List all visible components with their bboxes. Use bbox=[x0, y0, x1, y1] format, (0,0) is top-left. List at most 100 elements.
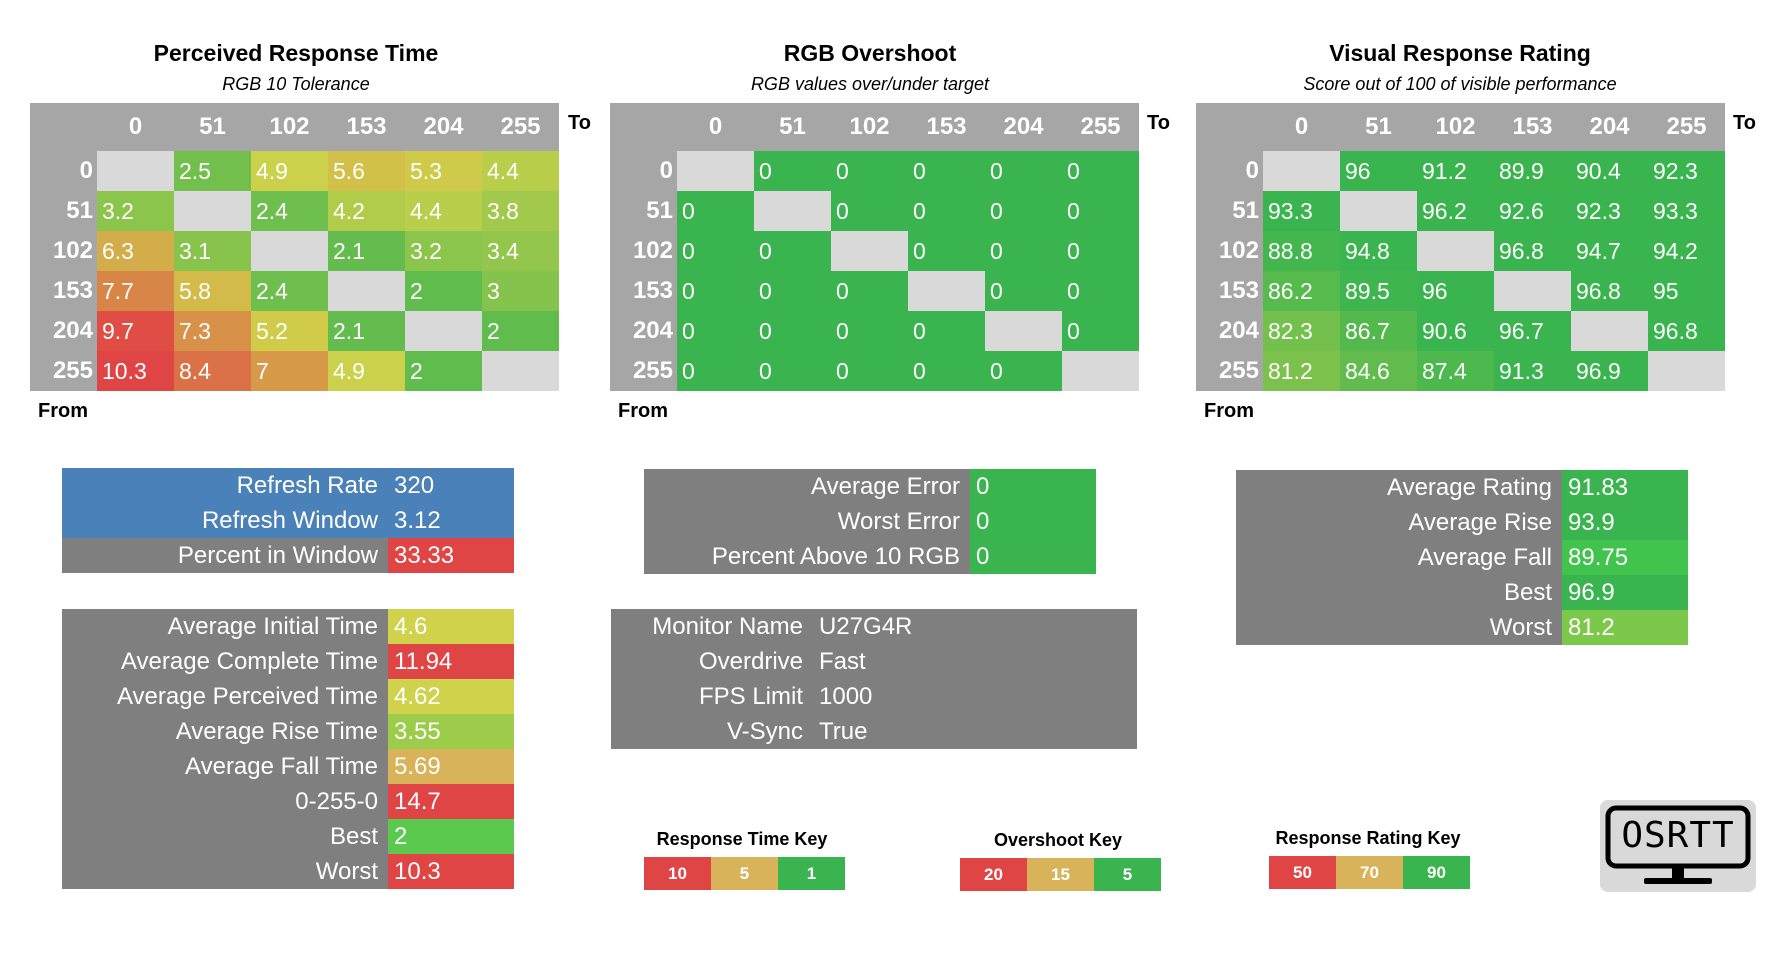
heatmap-diagonal-cell bbox=[1417, 231, 1494, 271]
heatmap-corner bbox=[610, 103, 677, 151]
heatmap-corner bbox=[30, 103, 97, 151]
heatmap-cell: 95 bbox=[1648, 271, 1725, 311]
prt-subtitle: RGB 10 Tolerance bbox=[222, 74, 370, 94]
key-swatch: 50 bbox=[1269, 856, 1336, 889]
heatmap-cell: 81.2 bbox=[1263, 351, 1340, 391]
row-tick-label: 0 bbox=[30, 151, 97, 191]
row-tick-label: 102 bbox=[1196, 231, 1263, 271]
heatmap-cell: 0 bbox=[1062, 191, 1139, 231]
heatmap-cell: 0 bbox=[908, 351, 985, 391]
heatmap-cell: 0 bbox=[754, 271, 831, 311]
heatmap-cell: 94.7 bbox=[1571, 231, 1648, 271]
heatmap-cell: 3.2 bbox=[97, 191, 174, 231]
key-swatch: 20 bbox=[960, 858, 1027, 891]
heatmap-cell: 0 bbox=[908, 191, 985, 231]
rating-stat-row: Average Rise 93.9 bbox=[1236, 505, 1688, 540]
error-stat-row-label: Average Error bbox=[644, 469, 970, 504]
row-tick-label: 204 bbox=[610, 311, 677, 351]
prt-title: Perceived Response Time bbox=[153, 40, 439, 66]
heatmap-cell: 3.4 bbox=[482, 231, 559, 271]
time-stat-row-label: Average Initial Time bbox=[62, 609, 388, 644]
monitor-info-row-value: Fast bbox=[813, 644, 1137, 679]
monitor-info-table: Monitor Name U27G4R Overdrive Fast FPS Limit… bbox=[611, 609, 1137, 749]
heatmap-diagonal-cell bbox=[1571, 311, 1648, 351]
row-tick-label: 153 bbox=[610, 271, 677, 311]
heatmap-cell: 2.1 bbox=[328, 311, 405, 351]
column-tick-label: 102 bbox=[1417, 103, 1494, 151]
vrr-subtitle: Score out of 100 of visible performance bbox=[1303, 74, 1617, 94]
ovs-title: RGB Overshoot bbox=[783, 40, 957, 66]
ovs-from-label: From bbox=[618, 400, 668, 422]
heatmap-cell: 96.9 bbox=[1571, 351, 1648, 391]
heatmap-diagonal-cell bbox=[1263, 151, 1340, 191]
heatmap-cell: 0 bbox=[985, 351, 1062, 391]
heatmap-cell: 3 bbox=[482, 271, 559, 311]
heatmap-cell: 3.1 bbox=[174, 231, 251, 271]
time-stat-row-label: Average Complete Time bbox=[62, 644, 388, 679]
heatmap-cell: 5.2 bbox=[251, 311, 328, 351]
heatmap-cell: 0 bbox=[908, 311, 985, 351]
heatmap-diagonal-cell bbox=[677, 151, 754, 191]
response-time-key: 10 5 1 bbox=[644, 857, 845, 890]
response-time-key-title: Response Time Key bbox=[656, 829, 828, 849]
rating-stat-row-label: Average Fall bbox=[1236, 540, 1562, 575]
heatmap-cell: 89.9 bbox=[1494, 151, 1571, 191]
column-tick-label: 204 bbox=[1571, 103, 1648, 151]
heatmap-diagonal-cell bbox=[1062, 351, 1139, 391]
row-tick-label: 204 bbox=[30, 311, 97, 351]
heatmap-cell: 5.8 bbox=[174, 271, 251, 311]
monitor-info-row: Overdrive Fast bbox=[611, 644, 1137, 679]
heatmap-cell: 7.7 bbox=[97, 271, 174, 311]
heatmap-diagonal-cell bbox=[1648, 351, 1725, 391]
time-stat-row-value: 11.94 bbox=[388, 644, 514, 679]
heatmap-cell: 0 bbox=[1062, 311, 1139, 351]
heatmap-cell: 96.2 bbox=[1417, 191, 1494, 231]
heatmap-cell: 82.3 bbox=[1263, 311, 1340, 351]
heatmap-diagonal-cell bbox=[251, 231, 328, 271]
heatmap-cell: 96 bbox=[1340, 151, 1417, 191]
rating-stats-table: Average Rating 91.83 Average Rise 93.9 Avera… bbox=[1236, 470, 1688, 645]
column-tick-label: 255 bbox=[1648, 103, 1725, 151]
heatmap-cell: 0 bbox=[908, 151, 985, 191]
heatmap-cell: 96.8 bbox=[1571, 271, 1648, 311]
heatmap-cell: 93.3 bbox=[1648, 191, 1725, 231]
osrtt-logo: OSRTT bbox=[1600, 800, 1756, 892]
heatmap-cell: 2.4 bbox=[251, 271, 328, 311]
time-stat-row-value: 5.69 bbox=[388, 749, 514, 784]
row-tick-label: 255 bbox=[610, 351, 677, 391]
heatmap-diagonal-cell bbox=[985, 311, 1062, 351]
key-swatch: 5 bbox=[711, 857, 778, 890]
column-tick-label: 51 bbox=[754, 103, 831, 151]
heatmap-cell: 4.2 bbox=[328, 191, 405, 231]
heatmap-cell: 6.3 bbox=[97, 231, 174, 271]
time-stat-row: Average Rise Time 3.55 bbox=[62, 714, 514, 749]
heatmap-cell: 10.3 bbox=[97, 351, 174, 391]
refresh-stat-row: Percent in Window 33.33 bbox=[62, 538, 514, 573]
monitor-info-row-label: V-Sync bbox=[611, 714, 813, 749]
heatmap-cell: 2.5 bbox=[174, 151, 251, 191]
refresh-stat-row-value: 33.33 bbox=[388, 538, 514, 573]
rating-stat-row: Average Rating 91.83 bbox=[1236, 470, 1688, 505]
key-swatch: 10 bbox=[644, 857, 711, 890]
heatmap-cell: 92.6 bbox=[1494, 191, 1571, 231]
heatmap-cell: 0 bbox=[677, 311, 754, 351]
row-tick-label: 204 bbox=[1196, 311, 1263, 351]
monitor-info-row-label: Monitor Name bbox=[611, 609, 813, 644]
column-tick-label: 0 bbox=[97, 103, 174, 151]
heatmap-diagonal-cell bbox=[174, 191, 251, 231]
column-tick-label: 255 bbox=[482, 103, 559, 151]
heatmap-cell: 0 bbox=[985, 271, 1062, 311]
column-tick-label: 51 bbox=[174, 103, 251, 151]
rating-stat-row-value: 81.2 bbox=[1562, 610, 1688, 645]
error-stat-row: Worst Error 0 bbox=[644, 504, 1096, 539]
error-stat-row-label: Worst Error bbox=[644, 504, 970, 539]
heatmap-corner bbox=[1196, 103, 1263, 151]
ovs-heatmap: 0 51 102 153 204 255 0 0 0 0 0 0 51 0 0 0 0 0 102 0 0 0 0 0 153 0… bbox=[610, 103, 1139, 391]
heatmap-cell: 7 bbox=[251, 351, 328, 391]
heatmap-cell: 89.5 bbox=[1340, 271, 1417, 311]
heatmap-cell: 94.2 bbox=[1648, 231, 1725, 271]
monitor-info-row-label: Overdrive bbox=[611, 644, 813, 679]
vrr-title: Visual Response Rating bbox=[1329, 40, 1591, 66]
key-swatch: 5 bbox=[1094, 858, 1161, 891]
heatmap-cell: 0 bbox=[754, 351, 831, 391]
